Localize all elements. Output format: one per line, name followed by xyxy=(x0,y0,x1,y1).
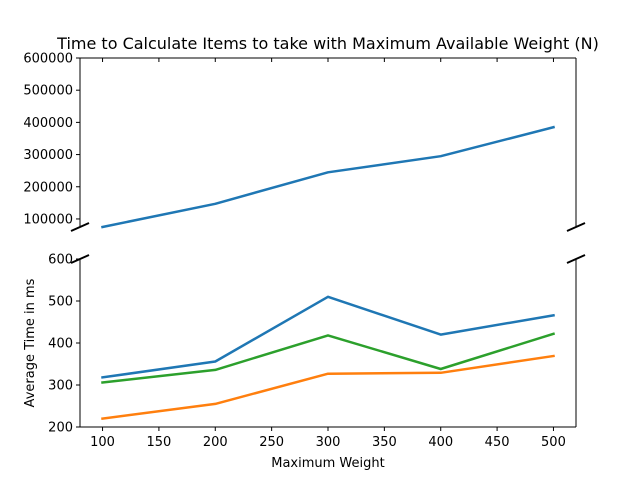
upper-y-tick-label: 500000 xyxy=(23,84,73,99)
lower-series-line-1 xyxy=(101,295,555,379)
x-tick-label: 300 xyxy=(316,435,341,450)
lower-series-line-3 xyxy=(101,354,555,421)
lower-y-tick-label: 300 xyxy=(48,379,73,394)
upper-y-tick-label: 400000 xyxy=(23,116,73,131)
lower-y-tick-label: 200 xyxy=(48,421,73,436)
upper-y-tick-label: 600000 xyxy=(23,52,73,67)
upper-y-tick-label: 100000 xyxy=(23,212,73,227)
x-tick-label: 200 xyxy=(203,435,228,450)
x-tick-label: 100 xyxy=(90,435,115,450)
y-axis-label: Average Time in ms xyxy=(23,278,38,407)
x-tick-label: 400 xyxy=(428,435,453,450)
upper-panel: 100000 200000 300000 400000 500000 600000 xyxy=(23,52,577,229)
upper-series-line-1 xyxy=(101,125,556,229)
lower-panel: 200 300 400 500 600 100 150 200 250 300 350 400 450 5… xyxy=(48,253,577,450)
axis-break-marks xyxy=(70,222,586,264)
x-tick-label: 250 xyxy=(259,435,284,450)
x-tick-label: 350 xyxy=(372,435,397,450)
chart-title: Time to Calculate Items to take with Max… xyxy=(56,34,599,53)
break-mark-3 xyxy=(70,254,90,264)
lower-y-tick-label: 500 xyxy=(48,295,73,310)
x-axis-label: Maximum Weight xyxy=(271,456,384,471)
lower-series-line-2 xyxy=(101,332,556,384)
break-mark-1 xyxy=(70,222,90,232)
lower-y-tick-label: 600 xyxy=(48,253,73,268)
break-mark-4 xyxy=(566,254,586,264)
lower-y-tick-label: 400 xyxy=(48,337,73,352)
x-tick-label: 450 xyxy=(485,435,510,450)
upper-y-tick-label: 300000 xyxy=(23,148,73,163)
upper-y-tick-label: 200000 xyxy=(23,180,73,195)
x-tick-label: 150 xyxy=(146,435,171,450)
x-tick-label: 500 xyxy=(541,435,566,450)
break-mark-2 xyxy=(566,222,586,232)
